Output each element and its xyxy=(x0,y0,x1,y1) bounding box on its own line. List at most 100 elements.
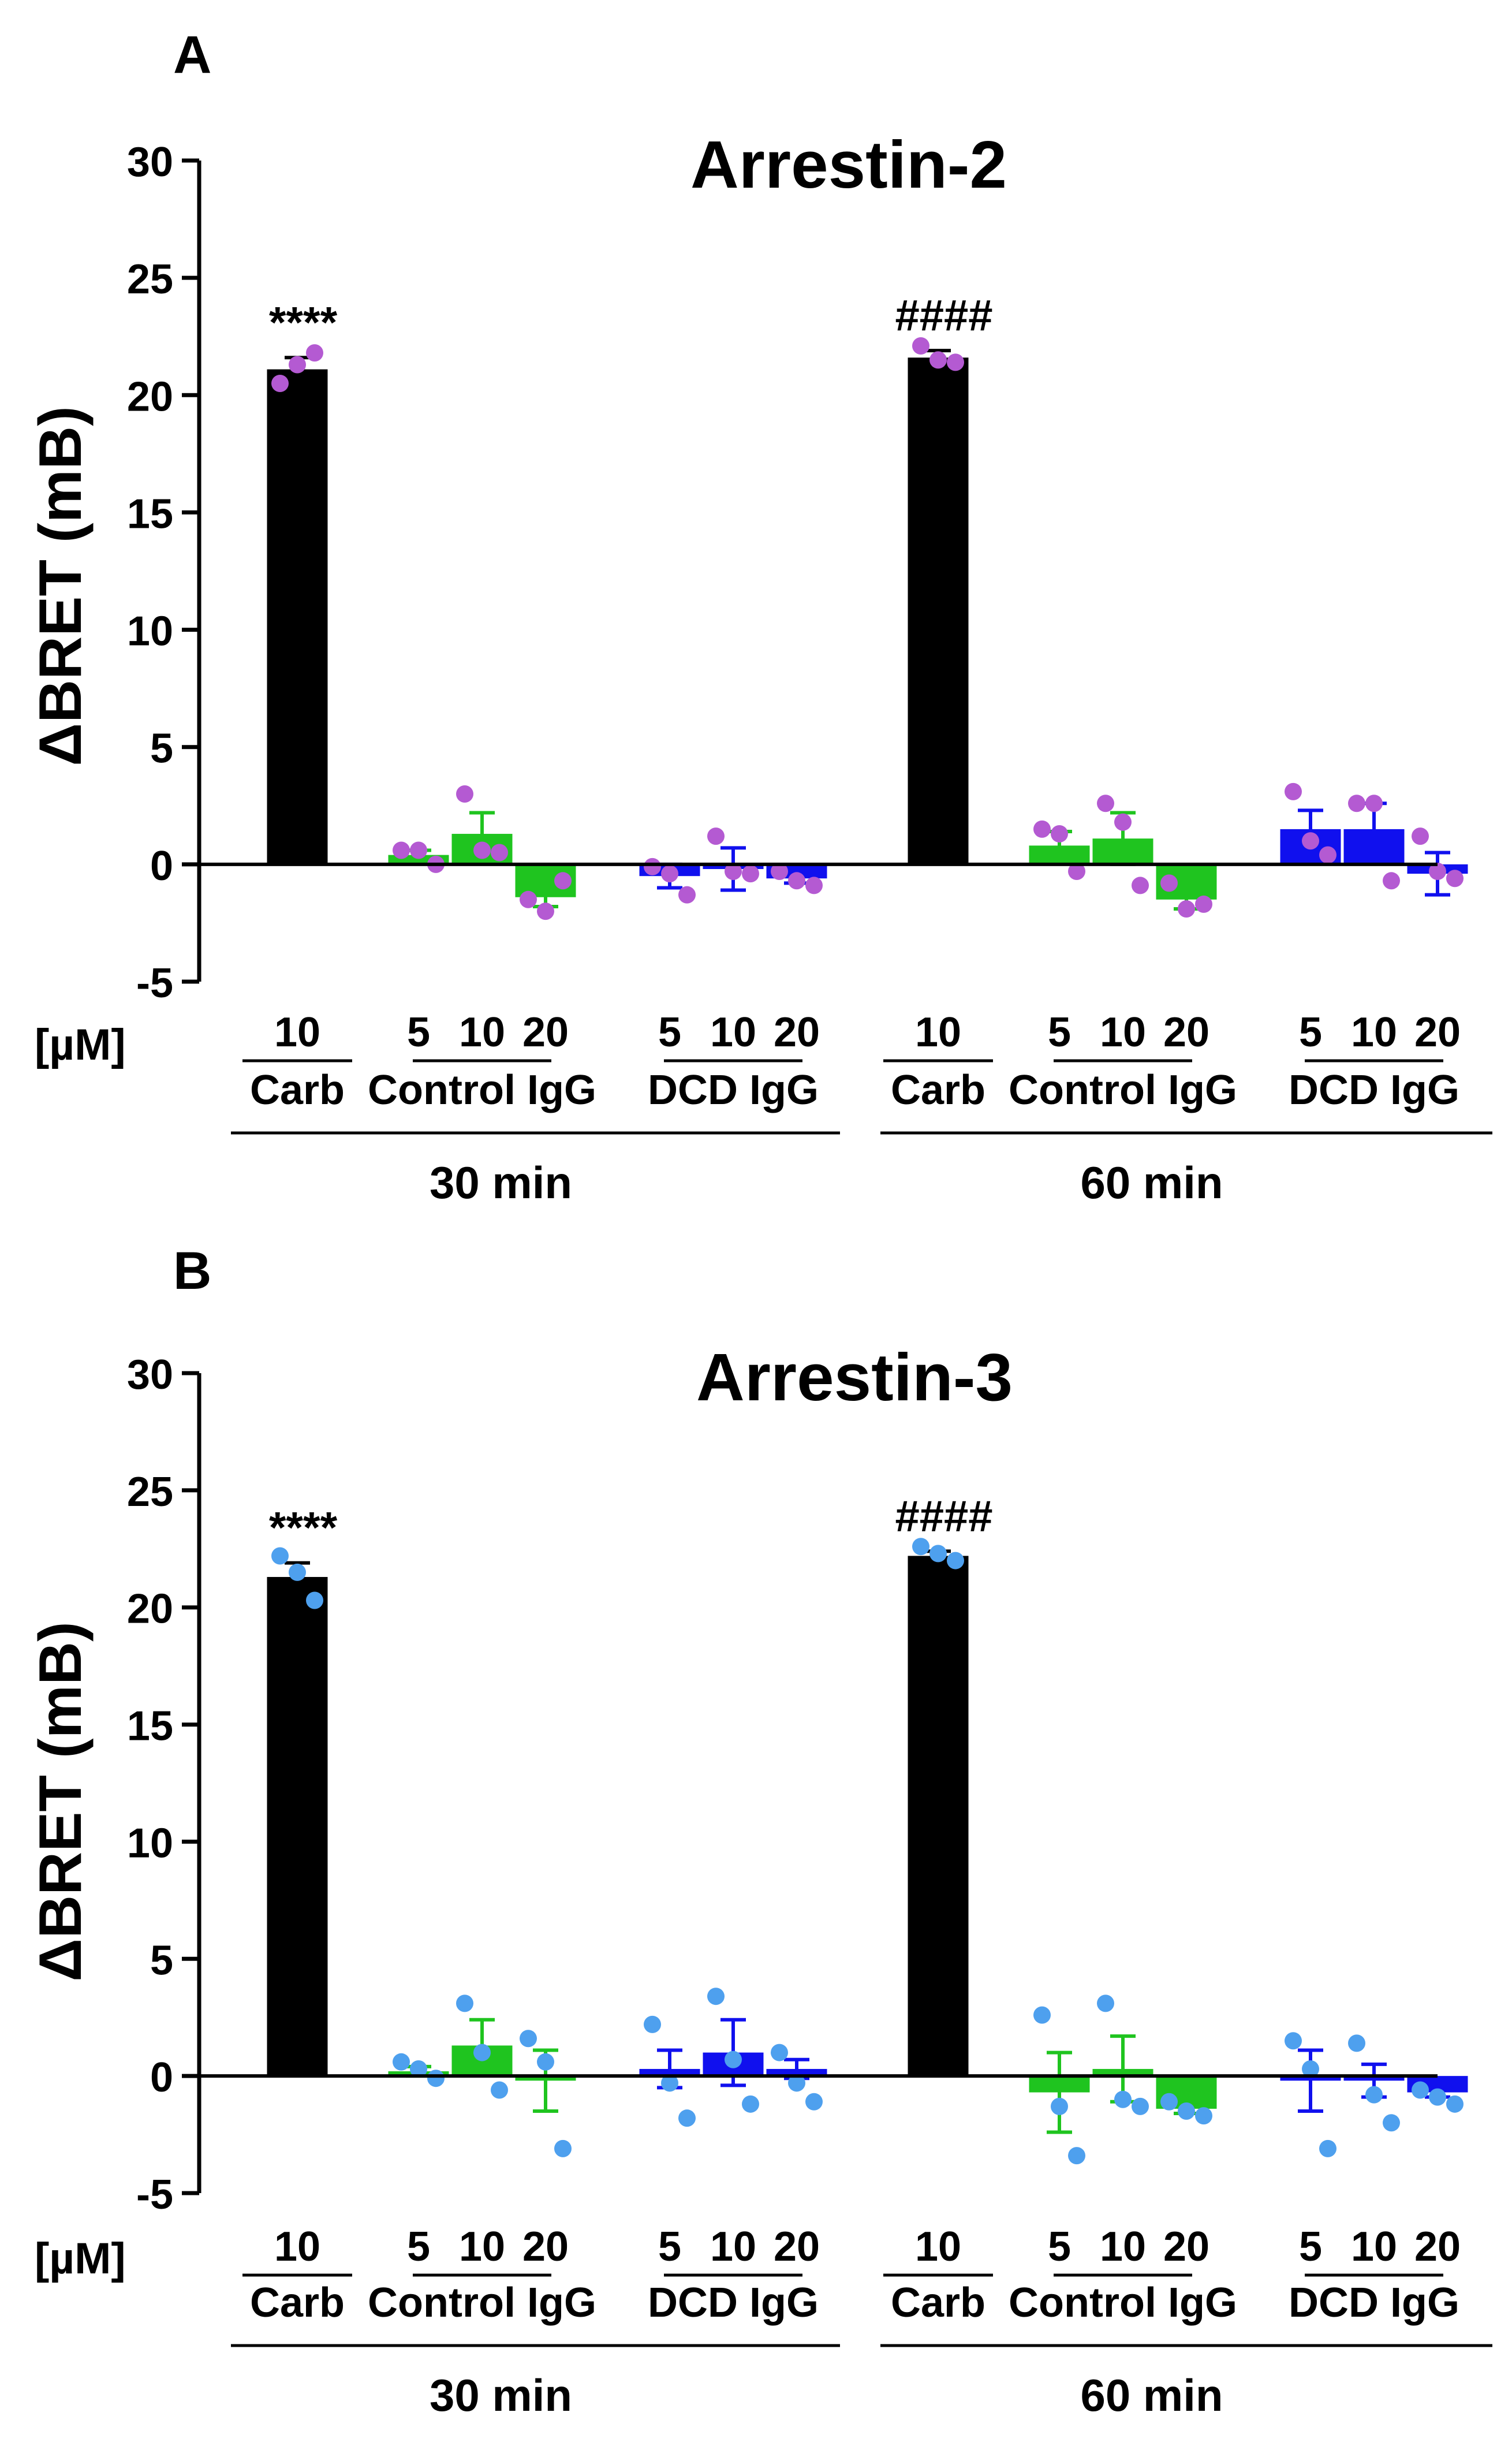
treatment-label: Carb xyxy=(891,2280,985,2326)
dose-label: 5 xyxy=(1048,2224,1071,2270)
y-tick-label: -5 xyxy=(136,960,173,1006)
data-point xyxy=(1195,895,1212,913)
y-tick-label: 30 xyxy=(127,139,173,185)
data-point xyxy=(805,2093,823,2111)
data-point xyxy=(1302,832,1319,850)
data-point xyxy=(410,2060,427,2078)
data-point xyxy=(1132,877,1149,894)
dose-label: 10 xyxy=(459,2224,505,2270)
data-point xyxy=(306,1591,323,1609)
data-point xyxy=(1097,795,1114,812)
data-point xyxy=(912,1538,929,1556)
data-point xyxy=(554,2139,572,2157)
data-point xyxy=(1051,2097,1068,2115)
data-point xyxy=(1365,2086,1383,2104)
data-point xyxy=(725,863,742,881)
data-point xyxy=(1429,2088,1446,2106)
data-point xyxy=(537,2053,554,2071)
data-point xyxy=(456,1994,473,2012)
dose-label: 10 xyxy=(459,1009,505,1056)
data-point xyxy=(678,2109,696,2127)
data-point xyxy=(1114,813,1132,831)
panel-a: A Arrestin-2 ΔBRET (mB) [µM] -5 0 5 10 15 20 2… xyxy=(27,25,1492,1208)
data-point xyxy=(456,785,473,803)
treatment-label: DCD IgG xyxy=(1289,1067,1459,1113)
data-point xyxy=(1348,795,1365,812)
treatment-label: Control IgG xyxy=(1009,2280,1237,2326)
unit-label: [µM] xyxy=(35,1020,126,1069)
y-tick-label: 20 xyxy=(127,1586,173,1632)
significance-annotation: **** xyxy=(269,298,338,347)
time-label: 60 min xyxy=(1080,1157,1223,1208)
treatment-label: Control IgG xyxy=(368,1067,596,1113)
y-tick-label: 5 xyxy=(150,1937,173,1984)
data-point xyxy=(1412,2081,1429,2099)
data-point xyxy=(1160,2093,1178,2111)
data-point xyxy=(661,865,678,883)
dose-label: 20 xyxy=(774,1009,820,1056)
data-point xyxy=(771,863,788,881)
data-point xyxy=(1068,2147,1085,2165)
y-tick-label: 15 xyxy=(127,1703,173,1750)
y-tick-label: 15 xyxy=(127,491,173,537)
data-point xyxy=(1429,863,1446,881)
dose-label: 20 xyxy=(522,2224,569,2270)
y-tick-label: 5 xyxy=(150,726,173,772)
bar xyxy=(267,1576,328,2076)
bar xyxy=(908,1556,969,2076)
data-point xyxy=(1285,782,1302,800)
data-point xyxy=(644,2015,661,2033)
treatment-label: Carb xyxy=(250,1067,345,1113)
data-point xyxy=(707,1988,725,2005)
data-point xyxy=(1132,2097,1149,2115)
data-point xyxy=(491,844,508,862)
chart-title: Arrestin-3 xyxy=(696,1340,1013,1415)
y-tick-label: 0 xyxy=(150,843,173,889)
data-point xyxy=(427,2070,445,2087)
data-point xyxy=(410,841,427,859)
data-point xyxy=(912,337,929,355)
treatment-label: Control IgG xyxy=(1009,1067,1237,1113)
data-point xyxy=(707,827,725,845)
significance-annotation: #### xyxy=(895,291,992,340)
data-point xyxy=(1068,863,1085,881)
dose-label: 20 xyxy=(774,2224,820,2270)
y-tick-label: 20 xyxy=(127,374,173,420)
treatment-label: DCD IgG xyxy=(1289,2280,1459,2326)
y-tick-label: -5 xyxy=(136,2172,173,2218)
dose-label: 5 xyxy=(658,2224,681,2270)
data-point xyxy=(1178,900,1195,918)
data-point xyxy=(947,353,964,371)
bar xyxy=(267,369,328,864)
unit-label: [µM] xyxy=(35,2234,126,2283)
data-point xyxy=(1160,874,1178,892)
data-point xyxy=(947,1552,964,1569)
time-label: 30 min xyxy=(430,2370,572,2421)
data-point xyxy=(661,2074,678,2092)
treatment-label: Carb xyxy=(250,2280,345,2326)
dose-label: 10 xyxy=(1100,1009,1146,1056)
data-point xyxy=(537,903,554,920)
dose-label: 20 xyxy=(1414,1009,1461,1056)
data-point xyxy=(1178,2102,1195,2120)
data-point xyxy=(1319,846,1336,864)
time-label: 30 min xyxy=(430,1157,572,1208)
chart-title: Arrestin-2 xyxy=(690,127,1007,202)
dose-label: 20 xyxy=(522,1009,569,1056)
y-axis-label: ΔBRET (mB) xyxy=(27,406,94,766)
data-point xyxy=(271,1547,289,1565)
data-point xyxy=(1383,2114,1400,2132)
y-tick-label: 25 xyxy=(127,1469,173,1515)
y-tick-label: 10 xyxy=(127,609,173,655)
dose-label: 10 xyxy=(274,2224,320,2270)
data-point xyxy=(491,2081,508,2099)
data-point xyxy=(1114,2090,1132,2108)
dose-label: 5 xyxy=(407,1009,430,1056)
dose-label: 10 xyxy=(710,2224,756,2270)
dose-label: 10 xyxy=(1100,2224,1146,2270)
panel-letter: B xyxy=(173,1241,211,1300)
dose-label: 5 xyxy=(1299,1009,1322,1056)
treatment-label: Carb xyxy=(891,1067,985,1113)
data-point xyxy=(929,351,947,369)
data-point xyxy=(771,2044,788,2061)
